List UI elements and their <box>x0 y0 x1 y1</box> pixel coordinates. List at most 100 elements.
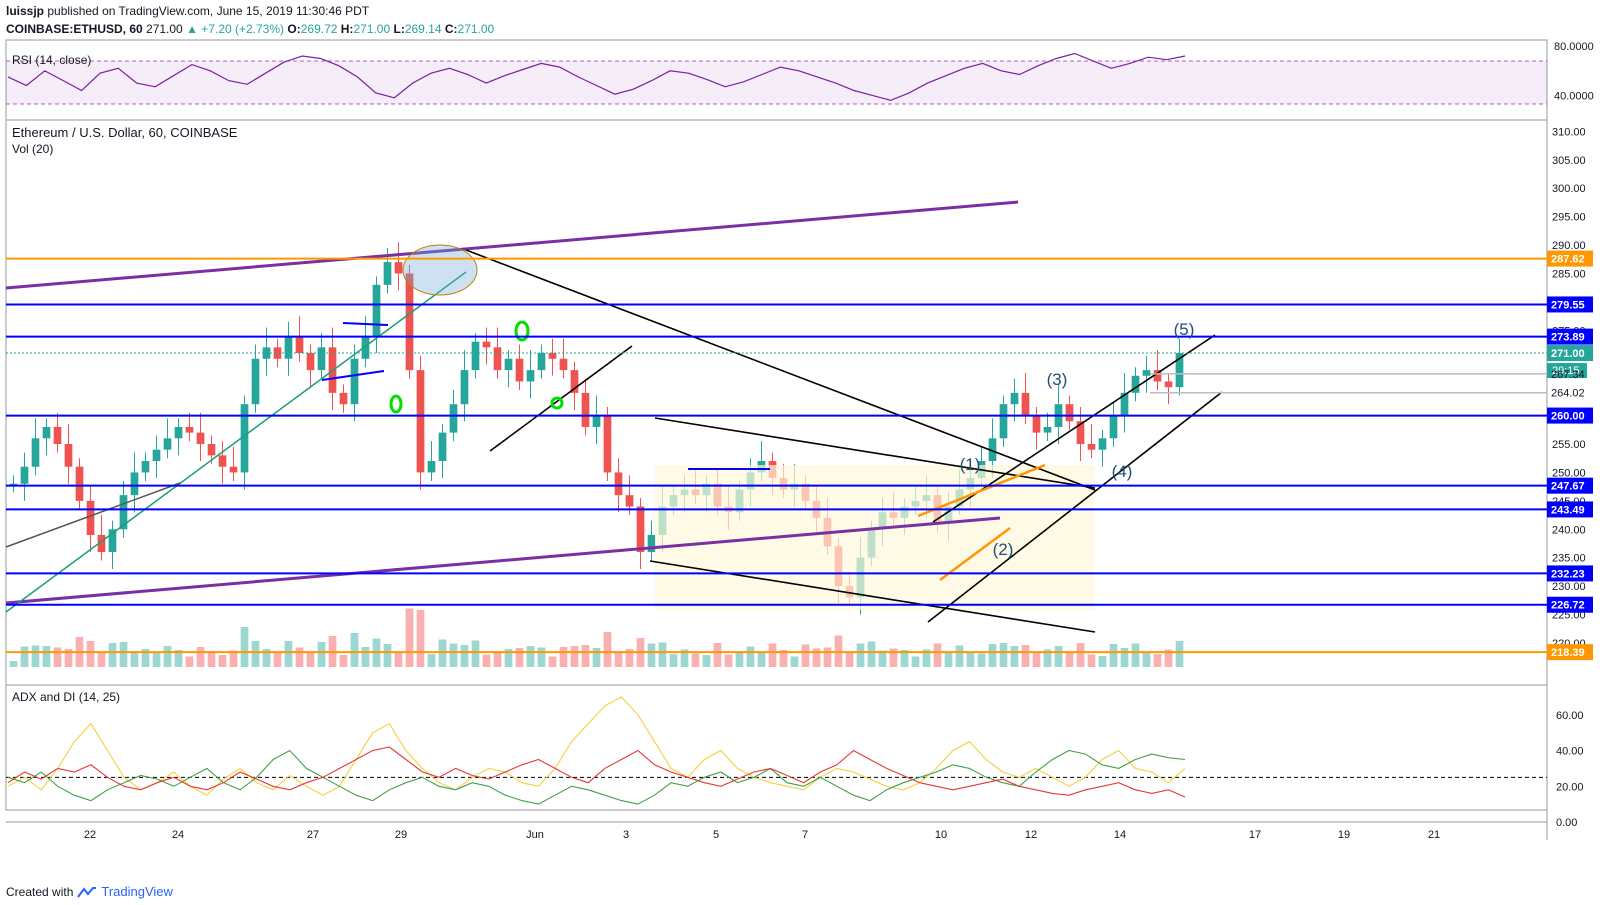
candle-body <box>119 495 128 530</box>
candle-body <box>1010 392 1019 405</box>
low-label: L: <box>393 22 405 36</box>
horizontal-levels[interactable]: 287.62 279.55 273.89 260.00 247.67 243.49 232.… <box>6 250 1593 661</box>
volume-bar <box>581 645 590 667</box>
wave-label[interactable]: (4) <box>1112 462 1133 481</box>
level-price-text: 279.55 <box>1551 299 1585 311</box>
candle-body <box>526 370 535 382</box>
wave-label[interactable]: (5) <box>1174 320 1195 339</box>
teal-trendline[interactable] <box>5 271 467 613</box>
volume-bar <box>911 656 920 667</box>
volume-bar <box>1010 646 1019 667</box>
author-name[interactable]: luissjp <box>6 4 45 18</box>
level-price-text: 218.39 <box>1551 647 1585 659</box>
purple-lower-trendline[interactable] <box>5 516 1001 605</box>
rising-wedge-lower[interactable] <box>927 391 1223 623</box>
candle-body <box>1043 426 1052 433</box>
volume-bar <box>746 646 755 667</box>
wave-label[interactable]: (3) <box>1047 370 1068 389</box>
candle-body <box>1109 415 1118 439</box>
wave-label[interactable]: (2) <box>993 540 1014 559</box>
volume-bar <box>185 656 194 667</box>
candle-body <box>1021 392 1030 416</box>
change-value: ▲ +7.20 (+2.73%) <box>186 22 285 36</box>
candle-body <box>999 404 1008 439</box>
volume-bar <box>955 645 964 667</box>
rsi-tick-label: 40.0000 <box>1554 90 1594 102</box>
candle-body <box>636 506 645 552</box>
level-price-tag <box>1547 644 1593 661</box>
volume-bar <box>790 656 799 667</box>
candle-body <box>361 336 370 359</box>
symbol-label[interactable]: COINBASE:ETHUSD, 60 <box>6 22 143 36</box>
top-highlight-ellipse[interactable] <box>402 244 478 296</box>
adx-title[interactable]: ADX and DI (14, 25) <box>12 690 121 704</box>
price-tick-label: 300.00 <box>1552 183 1586 195</box>
volume-series <box>9 608 1184 667</box>
volume-bar <box>251 641 260 667</box>
blue-mini-level-3[interactable] <box>321 370 385 381</box>
volume-bar <box>460 645 469 667</box>
orange-lower-line[interactable] <box>939 526 1011 582</box>
volume-bar <box>713 643 722 667</box>
level-price-tag <box>1547 296 1593 313</box>
publish-text: published on TradingView.com, June 15, 2… <box>47 4 370 18</box>
candle-body <box>438 432 447 462</box>
consolidation-zone <box>655 465 1095 610</box>
candle-body <box>405 273 414 371</box>
volume-bar <box>196 647 205 667</box>
volume-bar <box>878 650 887 667</box>
created-with-label: Created with <box>6 884 74 899</box>
main-pane-title[interactable]: Ethereum / U.S. Dollar, 60, COINBASE <box>12 125 238 140</box>
volume-bar <box>625 649 634 667</box>
time-tick-label: 29 <box>395 829 407 841</box>
wedge-upper-line[interactable] <box>654 417 1096 489</box>
symbol-info: COINBASE:ETHUSD, 60 271.00 ▲ +7.20 (+2.7… <box>6 22 494 36</box>
time-tick-label: 14 <box>1114 829 1126 841</box>
volume-bar <box>669 654 678 667</box>
orange-upper-line[interactable] <box>917 463 1046 518</box>
tradingview-logo-icon <box>77 886 97 898</box>
volume-bar <box>53 647 62 667</box>
volume-bar <box>1120 648 1129 667</box>
adx-tick-label: 20.00 <box>1556 781 1584 793</box>
trend-drawings[interactable] <box>5 200 1223 633</box>
current-price-tag <box>1547 345 1593 362</box>
volume-bar <box>1109 644 1118 667</box>
low-value: 269.14 <box>404 22 442 36</box>
publish-info: luissjp published on TradingView.com, Ju… <box>6 4 369 18</box>
descending-resistance-line[interactable] <box>465 249 1096 491</box>
level-price-text: 226.72 <box>1551 600 1585 612</box>
volume-bar <box>119 642 128 667</box>
volume-bar <box>86 641 95 667</box>
high-value: 271.00 <box>353 22 391 36</box>
volume-bar <box>449 643 458 667</box>
candle-body <box>218 455 227 467</box>
tradingview-brand[interactable]: TradingView <box>101 884 173 899</box>
time-tick-label: 12 <box>1025 829 1037 841</box>
volume-bar <box>471 640 480 667</box>
current-price-text: 271.00 <box>1551 348 1585 360</box>
volume-bar <box>702 655 711 667</box>
volume-bar <box>9 661 18 667</box>
volume-title[interactable]: Vol (20) <box>12 142 54 156</box>
purple-upper-trendline[interactable] <box>5 200 1019 290</box>
rsi-title[interactable]: RSI (14, close) <box>12 53 92 67</box>
volume-bar <box>163 646 172 667</box>
blue-mini-level-2[interactable] <box>342 322 389 326</box>
volume-bar <box>603 632 612 667</box>
candle-body <box>625 495 634 507</box>
volume-bar <box>306 651 315 667</box>
time-tick-label: Jun <box>526 829 544 841</box>
green-marker-3 <box>550 396 564 410</box>
level-price-text: 247.67 <box>1551 481 1585 493</box>
volume-bar <box>361 647 370 667</box>
candle-body <box>295 336 304 354</box>
volume-bar <box>922 649 931 667</box>
wave-label[interactable]: (1) <box>960 455 981 474</box>
candle-body <box>251 358 260 405</box>
level-price-tag <box>1547 328 1593 345</box>
candle-body <box>1098 438 1107 450</box>
gray-trendline[interactable] <box>5 482 181 548</box>
volume-bar <box>812 648 821 667</box>
